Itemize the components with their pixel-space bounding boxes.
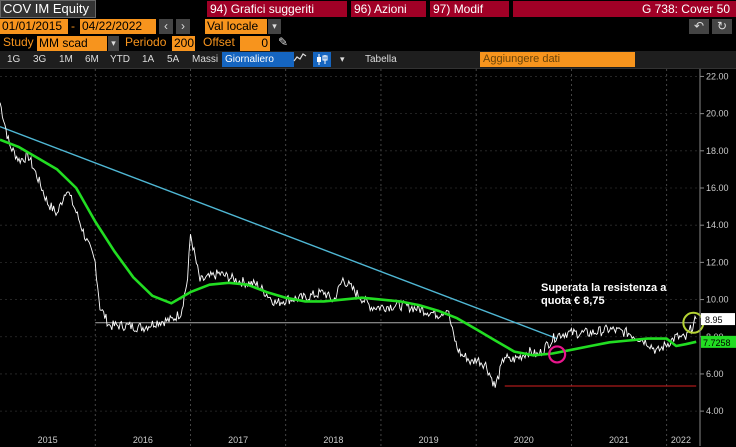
y-tick-label: 14.00 xyxy=(706,220,729,230)
crossover-circle-marker xyxy=(548,345,567,364)
study-select[interactable]: MM scad xyxy=(37,36,107,51)
x-tick-label: 2021 xyxy=(609,435,629,445)
tab-label: Modif xyxy=(453,2,484,16)
tab-number: 96) xyxy=(354,2,372,16)
y-tick-label: 18.00 xyxy=(706,146,729,156)
y-tick-label: 10.00 xyxy=(706,295,729,305)
chevron-down-icon[interactable]: ▾ xyxy=(268,19,281,34)
offset-label: Offset xyxy=(203,35,235,49)
x-tick-label: 2016 xyxy=(133,435,153,445)
x-tick-label: 2017 xyxy=(228,435,248,445)
last-price-value: 8.95 xyxy=(705,315,723,325)
y-tick-label: 16.00 xyxy=(706,183,729,193)
x-tick-label: 2015 xyxy=(38,435,58,445)
y-tick-label: 22.00 xyxy=(706,71,729,81)
date-separator: - xyxy=(71,19,75,33)
annotation-line-2: quota € 8,75 xyxy=(541,295,605,307)
refresh-icon[interactable]: ↻ xyxy=(712,19,732,34)
tab-edit[interactable]: 97) Modif xyxy=(430,1,511,17)
prev-arrow-icon[interactable]: ‹ xyxy=(159,19,173,34)
ma-value-tag-bg xyxy=(701,335,736,348)
candlestick-icon[interactable] xyxy=(313,52,331,67)
frequency-label: Giornaliero xyxy=(225,54,274,65)
currency-select[interactable]: Val locale xyxy=(205,19,267,34)
period-input[interactable]: 200 xyxy=(172,36,195,51)
chevron-down-icon[interactable]: ▾ xyxy=(340,54,345,64)
chart-grid xyxy=(0,69,700,446)
tab-label: Azioni xyxy=(374,2,407,16)
range-6m[interactable]: 6M xyxy=(85,54,99,65)
range-1y[interactable]: 1A xyxy=(142,54,155,65)
study-bar: Study MM scad ▾ Periodo 200 Offset 0 ✎ xyxy=(0,35,736,51)
offset-input[interactable]: 0 xyxy=(240,36,270,51)
tab-number: 97) xyxy=(433,2,451,16)
y-tick-label: 4.00 xyxy=(706,406,724,416)
range-3d[interactable]: 3G xyxy=(33,54,47,65)
tab-suggested-charts[interactable]: 94) Grafici suggeriti xyxy=(207,1,349,17)
x-tick-label: 2022 xyxy=(671,435,691,445)
period-label: Periodo xyxy=(125,35,167,49)
x-axis: 2015 2016 2017 2018 2019 2020 2021 2022 xyxy=(38,435,691,445)
price-chart[interactable]: 22.0020.0018.0016.0014.0012.0010.008.006… xyxy=(0,69,736,447)
study-label: Study xyxy=(3,35,34,49)
range-ytd[interactable]: YTD xyxy=(110,54,130,65)
end-date-input[interactable]: 04/22/2022 xyxy=(80,19,156,34)
y-tick-label: 6.00 xyxy=(706,369,724,379)
range-max[interactable]: Massi xyxy=(192,54,219,65)
last-price-tag: 8.95 xyxy=(701,313,735,326)
undo-icon[interactable]: ↶ xyxy=(689,19,709,34)
last-price-tag-bg xyxy=(701,313,735,326)
trendline xyxy=(0,125,558,340)
toolbar: 1G 3G 1M 6M YTD 1A 5A Massi Giornaliero … xyxy=(0,51,736,69)
range-1d[interactable]: 1G xyxy=(7,54,21,65)
table-button[interactable]: Tabella xyxy=(365,54,397,65)
tab-label: Grafici suggeriti xyxy=(230,2,315,16)
price-series-line xyxy=(0,102,697,388)
y-tick-label: 20.00 xyxy=(706,109,729,119)
chart-marks xyxy=(0,102,705,388)
next-arrow-icon[interactable]: › xyxy=(176,19,190,34)
chevron-down-icon[interactable]: ▾ xyxy=(108,36,119,51)
ma-value-tag: 7.7258 xyxy=(701,335,736,348)
y-tick-label: 12.00 xyxy=(706,257,729,267)
start-date-input[interactable]: 01/01/2015 xyxy=(0,19,68,34)
y-axis: 22.0020.0018.0016.0014.0012.0010.008.006… xyxy=(699,69,736,446)
pencil-icon[interactable]: ✎ xyxy=(278,35,289,49)
ma-value: 7.7258 xyxy=(703,338,731,348)
range-1m[interactable]: 1M xyxy=(59,54,73,65)
title-bar: COV IM Equity 94) Grafici suggeriti 96) … xyxy=(0,0,736,18)
chart-id-label: G 738: Cover 50 xyxy=(513,1,736,17)
annotation-line-1: Superata la resistenza a xyxy=(541,282,667,294)
add-data-input[interactable]: Aggiungere dati xyxy=(480,52,635,67)
x-tick-label: 2018 xyxy=(323,435,343,445)
range-5y[interactable]: 5A xyxy=(167,54,180,65)
tab-actions[interactable]: 96) Azioni xyxy=(351,1,428,17)
frequency-select[interactable]: Giornaliero xyxy=(222,52,294,67)
x-tick-label: 2019 xyxy=(419,435,439,445)
ticker-field[interactable]: COV IM Equity xyxy=(0,0,96,18)
date-bar: 01/01/2015 - 04/22/2022 ‹ › Val locale ▾… xyxy=(0,18,736,35)
line-chart-icon[interactable] xyxy=(291,52,309,67)
tab-number: 94) xyxy=(210,2,228,16)
moving-average-line xyxy=(0,138,697,357)
x-tick-label: 2020 xyxy=(514,435,534,445)
